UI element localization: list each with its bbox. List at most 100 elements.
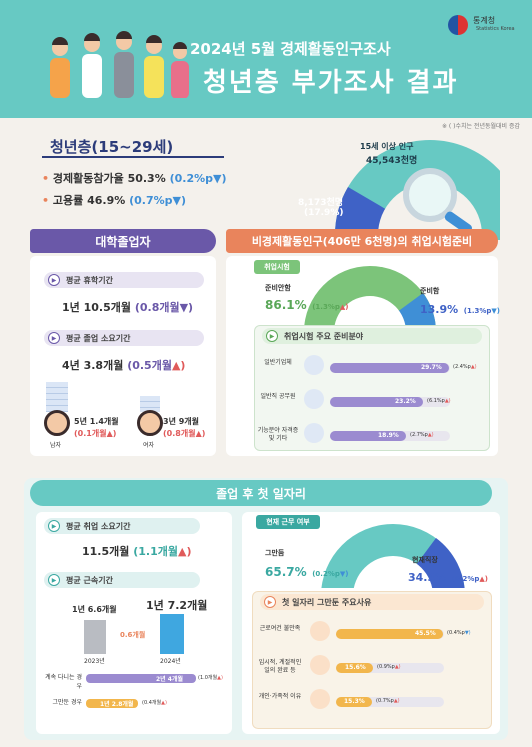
bar-value: 29.7% (421, 364, 442, 371)
up-arrow-icon: ▲) (178, 545, 192, 558)
youth-title: 청년층(15~29세) (50, 138, 174, 156)
down-arrow-icon: ▼) (491, 307, 500, 315)
leave-pill: ▶ 평균 휴학기간 (44, 272, 204, 288)
status-tag: 현재 근무 여부 (256, 515, 320, 529)
youth-title-underline (42, 156, 224, 158)
bar-fill (330, 431, 406, 441)
bar-value: 15.3% (344, 698, 365, 705)
quit-share-label: 그만둠 (265, 549, 285, 557)
grad-section-title: 대학졸업자 (30, 229, 216, 253)
category-icon (310, 655, 330, 675)
arrow-right-icon: ▶ (48, 332, 60, 344)
exam-section-title: 비경제활동인구(406만 6천명)의 취업시험준비 (226, 229, 498, 253)
not-preparing-row: 86.1% (1.3%p▲) (265, 294, 348, 313)
bar-value: 15.6% (345, 664, 366, 671)
leave-value-row: 1년 10.5개월 (0.8개월▼) (62, 299, 193, 315)
first-job-left-box (36, 512, 232, 734)
participation-value: 50.3% (127, 172, 166, 185)
bar-value: 23.2% (395, 398, 416, 405)
still-change-row: (1.0개월▲) (198, 674, 223, 681)
female-books-icon (140, 396, 160, 412)
bar-fill (336, 663, 373, 673)
magnifier-icon (395, 165, 485, 240)
male-books-icon (46, 382, 68, 412)
bar-label: 임시적, 계절적인 일의 완료 등 (258, 659, 302, 674)
arrow-right-icon: ▶ (266, 330, 278, 342)
search-pill: ▶ 평균 취업 소요기간 (44, 518, 200, 534)
tenure-diff: 0.6개월 (120, 631, 146, 639)
up-arrow-icon: ▲) (393, 698, 400, 704)
still-value: 2년 4개월 (156, 676, 183, 683)
bar-label: 기능분야 자격증 및 기타 (257, 427, 299, 442)
pop15-label: 15세 이상 인구 (360, 142, 414, 151)
bar-track (336, 663, 444, 673)
still-bar (86, 674, 196, 683)
up-arrow-icon: ▲) (470, 364, 477, 370)
arrow-right-icon: ▶ (48, 520, 60, 532)
bar-label: 개인·가족적 이유 (258, 693, 302, 700)
exam-tag: 취업시험 (254, 260, 300, 274)
preparing-value: 13.9% (420, 303, 459, 316)
bar-label: 일반기업체 (264, 359, 292, 366)
down-arrow-icon: ▼) (179, 301, 194, 314)
bar-fill (330, 397, 423, 407)
male-change-row: (0.1개월▲) (74, 428, 116, 439)
grad-change: (0.5개월 (127, 359, 172, 372)
female-change: (0.8개월 (163, 429, 196, 438)
bar-change: (0.9%p▲) (377, 664, 401, 670)
male-label: 남자 (50, 442, 62, 449)
bar-change: (6.1%p▲) (427, 398, 451, 404)
quit-change: (0.4개월 (142, 700, 162, 706)
arrow-right-icon: ▶ (264, 596, 276, 608)
current-value: 34.3% (408, 571, 447, 584)
logo-sub: Statistics Korea (476, 26, 515, 32)
bar-value: 18.9% (378, 432, 399, 439)
bar-change-value: (0.7%p (376, 698, 394, 704)
bar-change: (0.7%p▲) (376, 698, 400, 704)
participation-row: • 경제활동참가율 50.3% (0.2%p▼) (42, 172, 227, 185)
participation-change: (0.2%p (169, 172, 213, 185)
search-change: (1.1개월 (133, 545, 178, 558)
quit-label: 그만둔 경우 (52, 699, 82, 706)
not-preparing-change: (1.3%p (312, 303, 340, 311)
change-note: ※ ( )수치는 전년동월대비 증감 (441, 123, 520, 130)
year-2023: 2023년 (84, 658, 105, 665)
logo-emblem (448, 15, 468, 35)
bar-change-value: (0.9%p (377, 664, 395, 670)
category-icon (304, 389, 324, 409)
male-value: 5년 1.4개월 (74, 417, 119, 426)
up-arrow-icon: ▲) (217, 675, 223, 681)
category-icon (304, 355, 324, 375)
pop15-value: 45,543천명 (366, 156, 418, 166)
up-arrow-icon: ▲) (106, 429, 117, 438)
tenure-2024: 1년 7.2개월 (146, 599, 208, 612)
arrow-right-icon: ▶ (48, 574, 60, 586)
bar-change-value: (6.1%p (427, 398, 445, 404)
bar-change-value: (2.7%p (410, 432, 428, 438)
status-donut (318, 518, 468, 588)
up-arrow-icon: ▲) (195, 429, 206, 438)
bar-track (336, 697, 444, 707)
first-job-title: 졸업 후 첫 일자리 (30, 480, 492, 506)
bar-change: (2.4%p▲) (453, 364, 477, 370)
search-value: 11.5개월 (82, 545, 130, 558)
logo-label: 통계청 (473, 16, 496, 25)
reasons-pill: ▶ 첫 일자리 그만둔 주요사유 (260, 594, 484, 610)
female-value: 3년 9개월 (163, 417, 199, 426)
female-student-icon (137, 410, 163, 436)
quit-change-row: (0.4개월▲) (142, 699, 167, 706)
up-arrow-icon: ▲) (161, 700, 167, 706)
search-value-row: 11.5개월 (1.1개월▲) (82, 543, 192, 559)
exam-donut (300, 262, 440, 326)
arrow-right-icon: ▶ (48, 274, 60, 286)
year-2024: 2024년 (160, 658, 181, 665)
grad-value-row: 4년 3.8개월 (0.5개월▲) (62, 357, 185, 373)
preparing-label: 준비함 (420, 287, 440, 295)
leave-value: 1년 10.5개월 (62, 301, 131, 314)
quit-share-row: 65.7% (0.2%p▼) (265, 561, 348, 580)
bar-fill (336, 697, 372, 707)
up-arrow-icon: ▲) (444, 398, 451, 404)
quit-share-change: (0.2%p (312, 570, 340, 578)
up-arrow-icon: ▲) (339, 303, 349, 311)
category-icon (304, 423, 324, 443)
